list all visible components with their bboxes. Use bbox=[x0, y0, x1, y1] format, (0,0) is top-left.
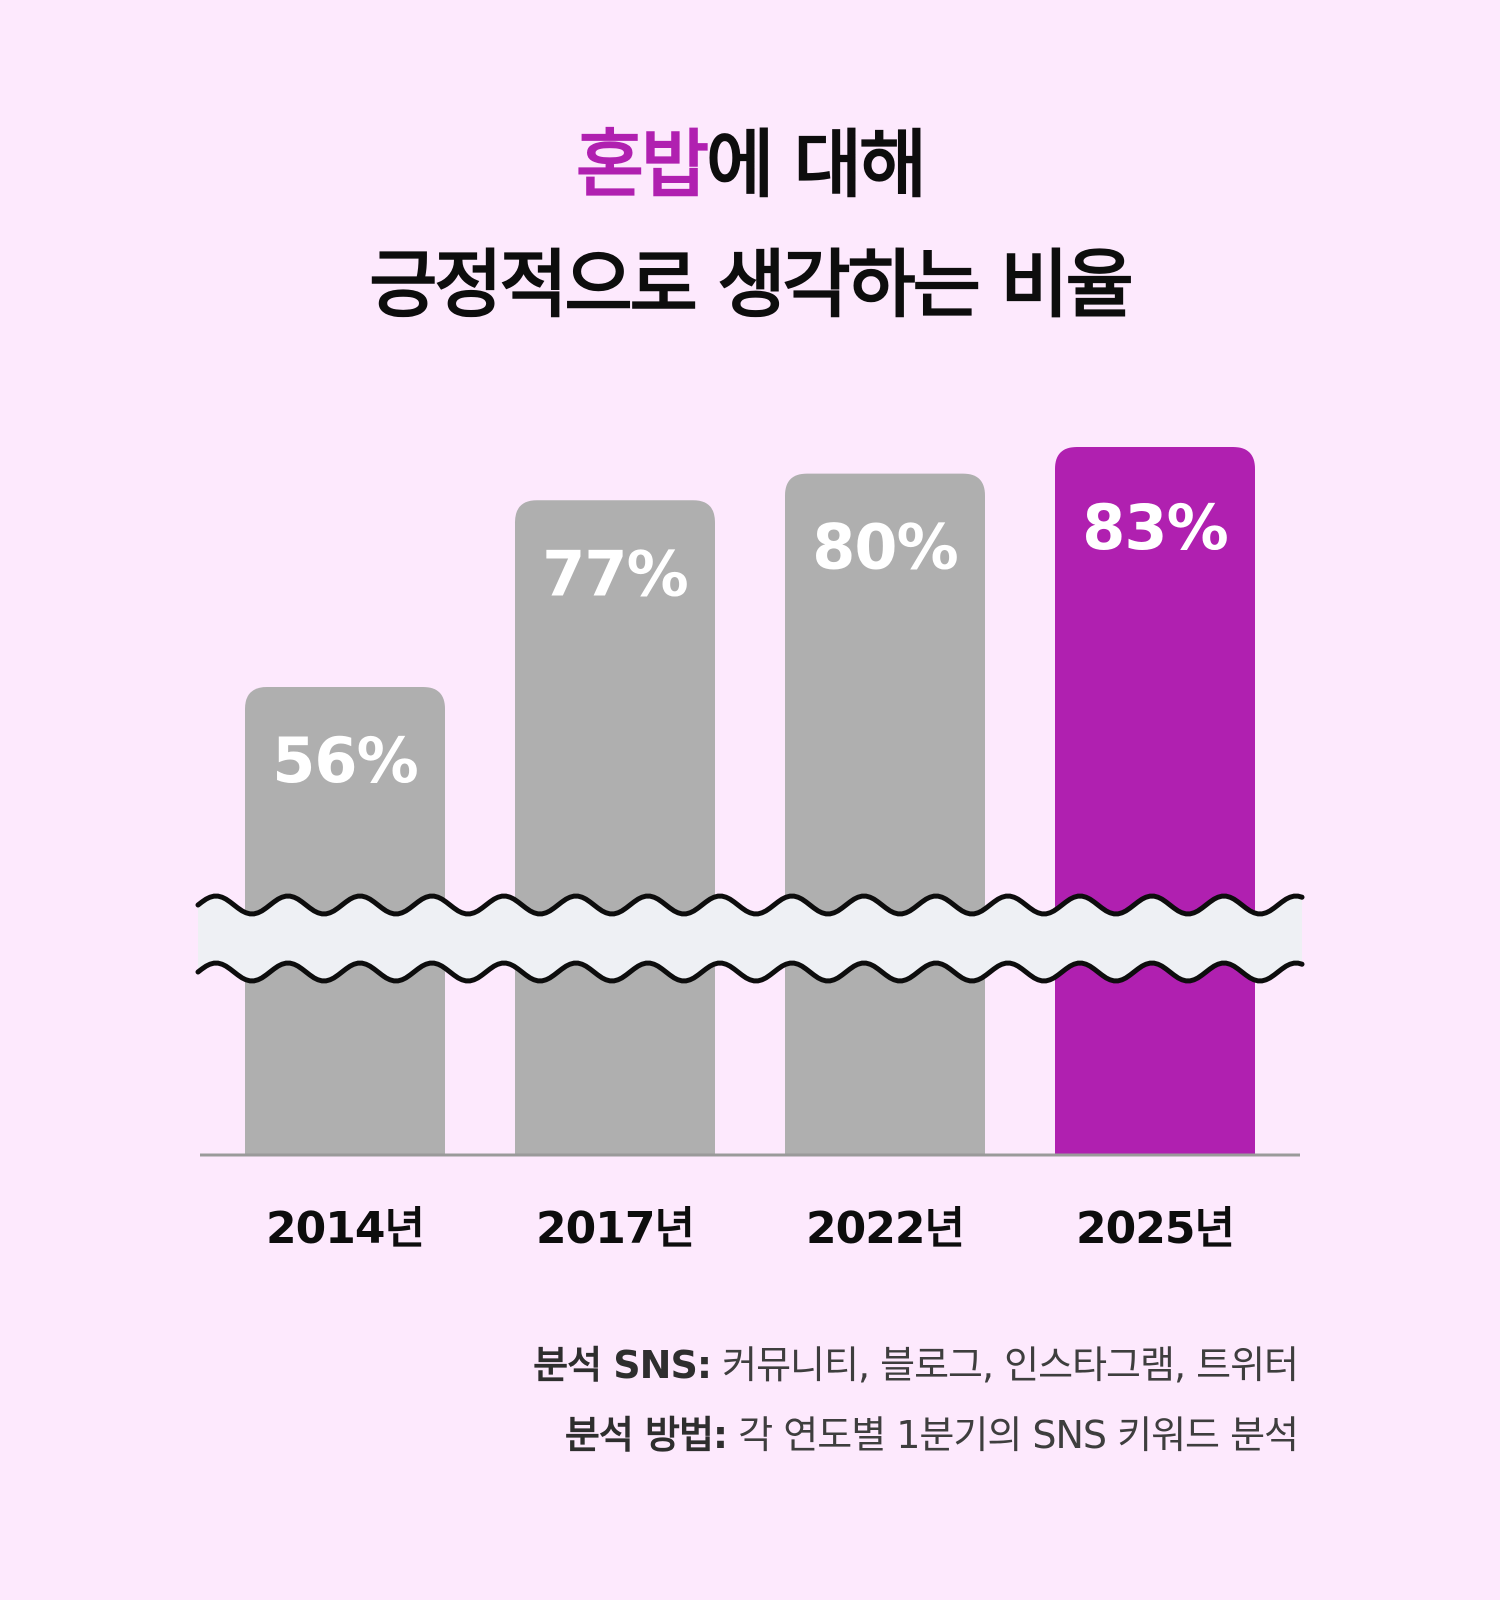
x-tick-label: 2022년 bbox=[806, 1203, 964, 1254]
title-line-1-rest: 에 대해 bbox=[706, 122, 927, 208]
footnote-key: 분석 방법: bbox=[564, 1413, 728, 1457]
footnotes: 분석 SNS: 커뮤니티, 블로그, 인스타그램, 트위터 분석 방법: 각 연… bbox=[533, 1330, 1299, 1470]
category-labels-layer: 2014년 2017년 2022년 2025년 bbox=[266, 1203, 1235, 1254]
title-line-1: 혼밥에 대해 bbox=[0, 105, 1500, 225]
title-highlight: 혼밥 bbox=[575, 122, 709, 208]
value-labels-layer: 56% 77% 80% 83% bbox=[272, 491, 1228, 797]
footnote-analysis-sns: 분석 SNS: 커뮤니티, 블로그, 인스타그램, 트위터 bbox=[533, 1330, 1299, 1400]
bars-layer bbox=[245, 446, 1255, 1156]
bar-value-label: 77% bbox=[542, 537, 687, 610]
bar-2017년 bbox=[515, 500, 715, 1155]
footnote-key: 분석 SNS: bbox=[533, 1343, 712, 1387]
x-tick-label: 2025년 bbox=[1076, 1203, 1234, 1254]
x-tick-label: 2014년 bbox=[266, 1203, 424, 1254]
x-tick-label: 2017년 bbox=[536, 1203, 694, 1254]
axis-break-wave-bottom bbox=[195, 960, 1305, 984]
bar-value-label: 80% bbox=[812, 511, 957, 584]
chart-title: 혼밥에 대해 긍정적으로 생각하는 비율 bbox=[0, 105, 1500, 345]
footnote-value: 커뮤니티, 블로그, 인스타그램, 트위터 bbox=[722, 1343, 1299, 1387]
axis-break-wave-top bbox=[195, 893, 1305, 917]
footnote-value: 각 연도별 1분기의 SNS 키워드 분석 bbox=[738, 1413, 1299, 1457]
bar-value-label: 83% bbox=[1082, 491, 1227, 564]
bar-value-label: 56% bbox=[272, 724, 417, 797]
footnote-analysis-method: 분석 방법: 각 연도별 1분기의 SNS 키워드 분석 bbox=[533, 1400, 1299, 1470]
title-line-2: 긍정적으로 생각하는 비율 bbox=[369, 242, 1133, 328]
axis-break-band bbox=[198, 896, 1302, 981]
axis-break bbox=[195, 893, 1305, 984]
bar-2022년 bbox=[785, 473, 985, 1155]
